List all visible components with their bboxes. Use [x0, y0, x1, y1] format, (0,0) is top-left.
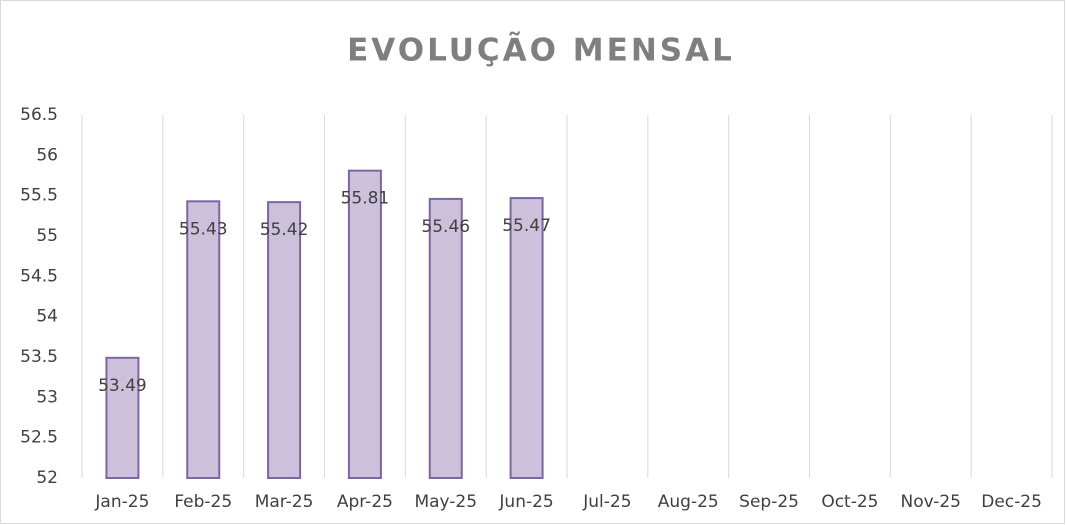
y-tick-label: 53.5 [20, 347, 58, 367]
y-tick-label: 55 [36, 226, 58, 246]
x-tick-label: Nov-25 [901, 492, 962, 512]
x-tick-label: Feb-25 [174, 492, 232, 512]
data-label: 55.46 [421, 217, 470, 237]
y-tick-label: 56 [36, 145, 58, 165]
bar [428, 197, 463, 479]
bar [105, 356, 140, 480]
bar [347, 169, 382, 479]
y-tick-label: 53 [36, 387, 58, 407]
x-tick-label: Oct-25 [821, 492, 878, 512]
data-label: 55.42 [260, 220, 309, 240]
y-tick-label: 54 [36, 307, 58, 327]
x-tick-label: Jul-25 [582, 492, 631, 512]
bar [509, 197, 544, 479]
y-tick-label: 56.5 [20, 105, 58, 125]
chart-title: EVOLUÇÃO MENSAL [347, 32, 735, 69]
y-tick-label: 54.5 [20, 266, 58, 286]
y-tick-label: 52.5 [20, 428, 58, 448]
x-tick-label: May-25 [414, 492, 477, 512]
x-tick-label: Apr-25 [337, 492, 393, 512]
x-tick-label: Jun-25 [498, 492, 553, 512]
x-tick-label: Sep-25 [739, 492, 799, 512]
data-label: 53.49 [98, 376, 147, 396]
y-tick-label: 52 [36, 468, 58, 488]
x-tick-label: Aug-25 [658, 492, 719, 512]
data-label: 55.43 [179, 219, 228, 239]
data-label: 55.81 [341, 189, 390, 209]
x-tick-label: Dec-25 [981, 492, 1042, 512]
x-tick-label: Mar-25 [255, 492, 314, 512]
y-tick-label: 55.5 [20, 186, 58, 206]
x-tick-label: Jan-25 [94, 492, 149, 512]
data-label: 55.47 [502, 216, 551, 236]
bar [186, 200, 221, 480]
bar [267, 201, 302, 479]
